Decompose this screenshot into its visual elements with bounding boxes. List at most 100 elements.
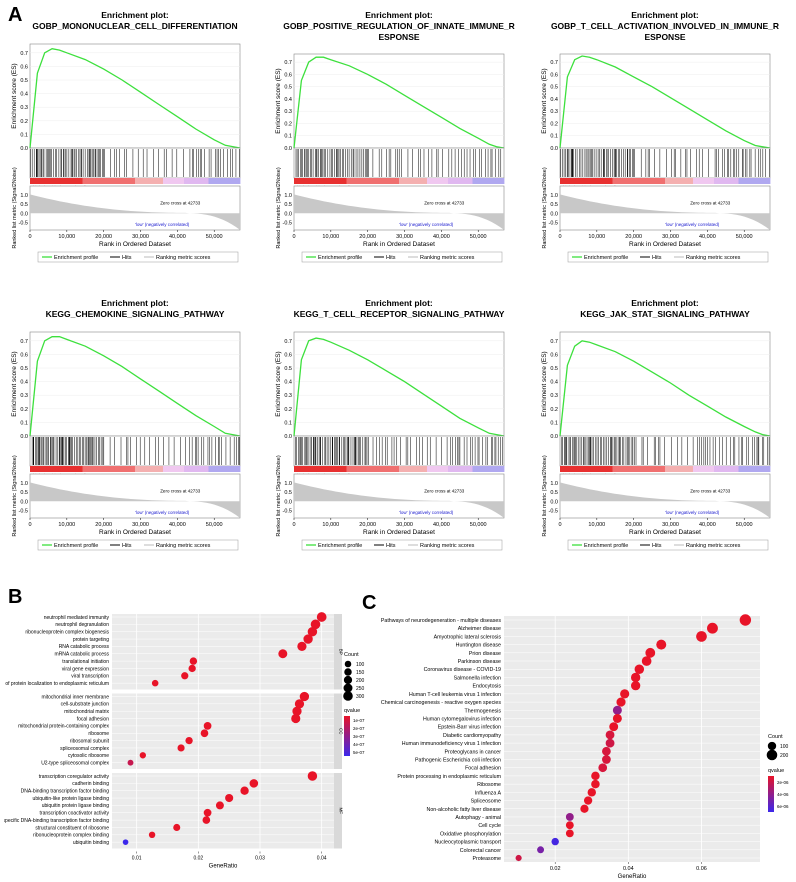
colorbar-segment [329,178,333,184]
metric-tick-label: 0.5 [284,202,292,208]
term-label: Focal adhesion [465,766,501,772]
term-label: Non-alcoholic fatty liver disease [427,807,502,813]
dot [620,689,630,699]
colorbar-segment [637,178,641,184]
colorbar-segment [444,466,449,472]
colorbar-segment [392,178,396,184]
colorbar-segment [311,466,316,472]
es-tick-label: 0.6 [20,64,28,70]
colorbar-segment [749,466,753,472]
colorbar-segment [236,178,241,184]
colorbar-segment [724,466,729,472]
colorbar-segment [75,178,80,184]
colorbar-segment [682,178,687,184]
x-tick-label: 0 [558,234,561,240]
colorbar-segment [107,178,111,184]
colorbar-segment [661,466,666,472]
colorbar-segment [142,178,146,184]
ranking-colorbar [294,466,505,472]
metric-tick-label: -0.5 [283,221,292,227]
term-label: Nucleocytoplasmic transport [434,840,501,846]
metric-tick-label: 1.0 [550,193,558,199]
term-label: Proteasome [472,856,501,862]
colorbar-segment [647,178,652,184]
colorbar-segment [332,178,337,184]
colorbar-segment [135,178,139,184]
colorbar-segment [465,466,470,472]
x-tick-label: 50,000 [206,234,223,240]
colorbar-segment [616,466,620,472]
colorbar-segment [434,466,438,472]
colorbar-segment [208,466,213,472]
dot [148,831,156,839]
x-tick-label: 20,000 [359,522,376,528]
legend-label: 4e-07 [353,742,365,747]
facet-label: MF [339,808,344,815]
colorbar-segment [577,466,582,472]
colorbar-segment [385,466,389,472]
colorbar-segment [371,178,375,184]
term-label: structural constituent of ribosome [35,825,109,831]
colorbar-segment [595,178,599,184]
legend-label: 200 [356,678,365,684]
dot [181,672,189,680]
dot [200,729,209,738]
facet-background [112,614,334,690]
dot [616,697,626,707]
dot [310,619,321,630]
colorbar-segment [198,178,202,184]
colorbar-segment [226,178,230,184]
colorbar-segment [194,466,199,472]
colorbar-segment [381,178,386,184]
colorbar-segment [350,178,354,184]
x-tick-label: 30,000 [662,522,679,528]
es-tick-label: 0.2 [20,119,28,125]
dot [177,744,185,752]
facet-strip [334,614,342,690]
es-tick-label: 0.7 [284,60,292,66]
colorbar-segment [644,178,648,184]
colorbar-segment [462,178,466,184]
colorbar-segment [574,466,578,472]
colorbar-segment [413,466,417,472]
colorbar-segment [222,466,227,472]
es-tick-label: 0.7 [20,339,28,345]
colorbar-segment [54,178,59,184]
dot [583,796,593,805]
es-tick-label: 0.1 [550,420,558,426]
es-frame [559,331,771,437]
colorbar-segment [651,466,655,472]
colorbar-segment [30,178,34,184]
colorbar-segment [163,466,167,472]
panel-label-b: B [8,586,23,608]
term-label: spliceosomal complex [60,746,109,752]
gsea-title-line1: GOBP_POSITIVE_REGULATION_OF_INNATE_IMMUN… [283,21,515,31]
dot [202,816,211,824]
colorbar-segment [455,178,459,184]
term-label: Human cytomegalovirus infection [423,716,501,722]
colorbar-segment [689,178,694,184]
colorbar-segment [325,178,330,184]
legend-dot [343,691,353,701]
colorbar-segment [609,178,613,184]
es-axis-label: Enrichment score (ES) [275,68,282,133]
legend-label: 4e-06 [777,792,789,797]
colorbar-segment [686,466,690,472]
es-tick-label: 0.0 [20,146,28,152]
es-tick-label: 0.7 [550,339,558,345]
facet-background [112,773,334,849]
enrichment-curve [559,55,771,149]
ranking-colorbar [30,178,241,184]
colorbar-segment [367,178,372,184]
colorbar-segment [145,466,150,472]
gsea-title-line2: ESPONSE [378,32,420,42]
colorbar-segment [61,178,66,184]
colorbar-segment [378,178,382,184]
hits-group [31,437,240,465]
dot [127,759,134,766]
term-label: ribosomal subunit [70,738,110,744]
term-label: Chemical carcinogenesis - reactive oxyge… [381,700,501,706]
dot [203,808,212,817]
